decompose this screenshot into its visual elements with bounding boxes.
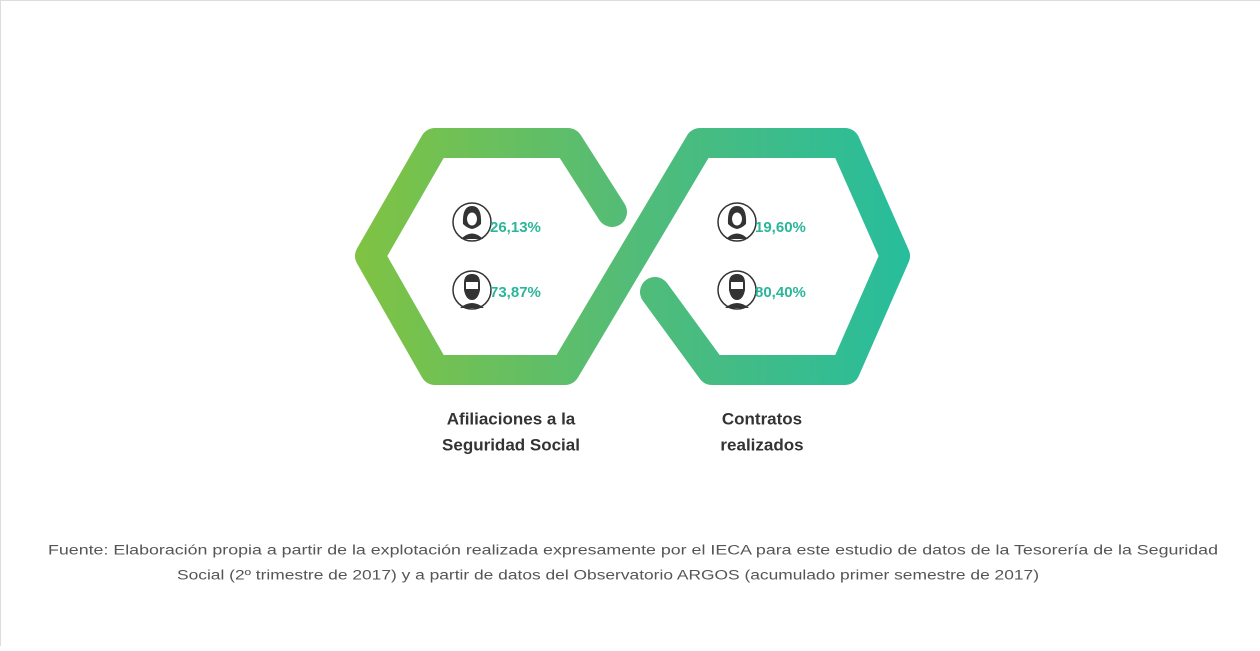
icon-man — [452, 270, 492, 310]
group-title: Seguridad Social — [442, 435, 580, 454]
women-pct: 19,60% — [755, 219, 806, 236]
infinity-hexagons — [355, 128, 910, 385]
icon-woman — [717, 202, 757, 242]
icon-man — [717, 270, 757, 310]
source-note: Fuente: Elaboración propia a partir de l… — [48, 543, 1218, 558]
group-title: Contratos — [722, 409, 802, 428]
source-note: Social (2º trimestre de 2017) y a partir… — [177, 568, 1039, 583]
group-title: Afiliaciones a la — [447, 409, 576, 428]
icon-woman — [452, 202, 492, 242]
group-title: realizados — [720, 435, 803, 454]
men-pct: 73,87% — [490, 284, 541, 301]
women-pct: 26,13% — [490, 219, 541, 236]
men-pct: 80,40% — [755, 284, 806, 301]
